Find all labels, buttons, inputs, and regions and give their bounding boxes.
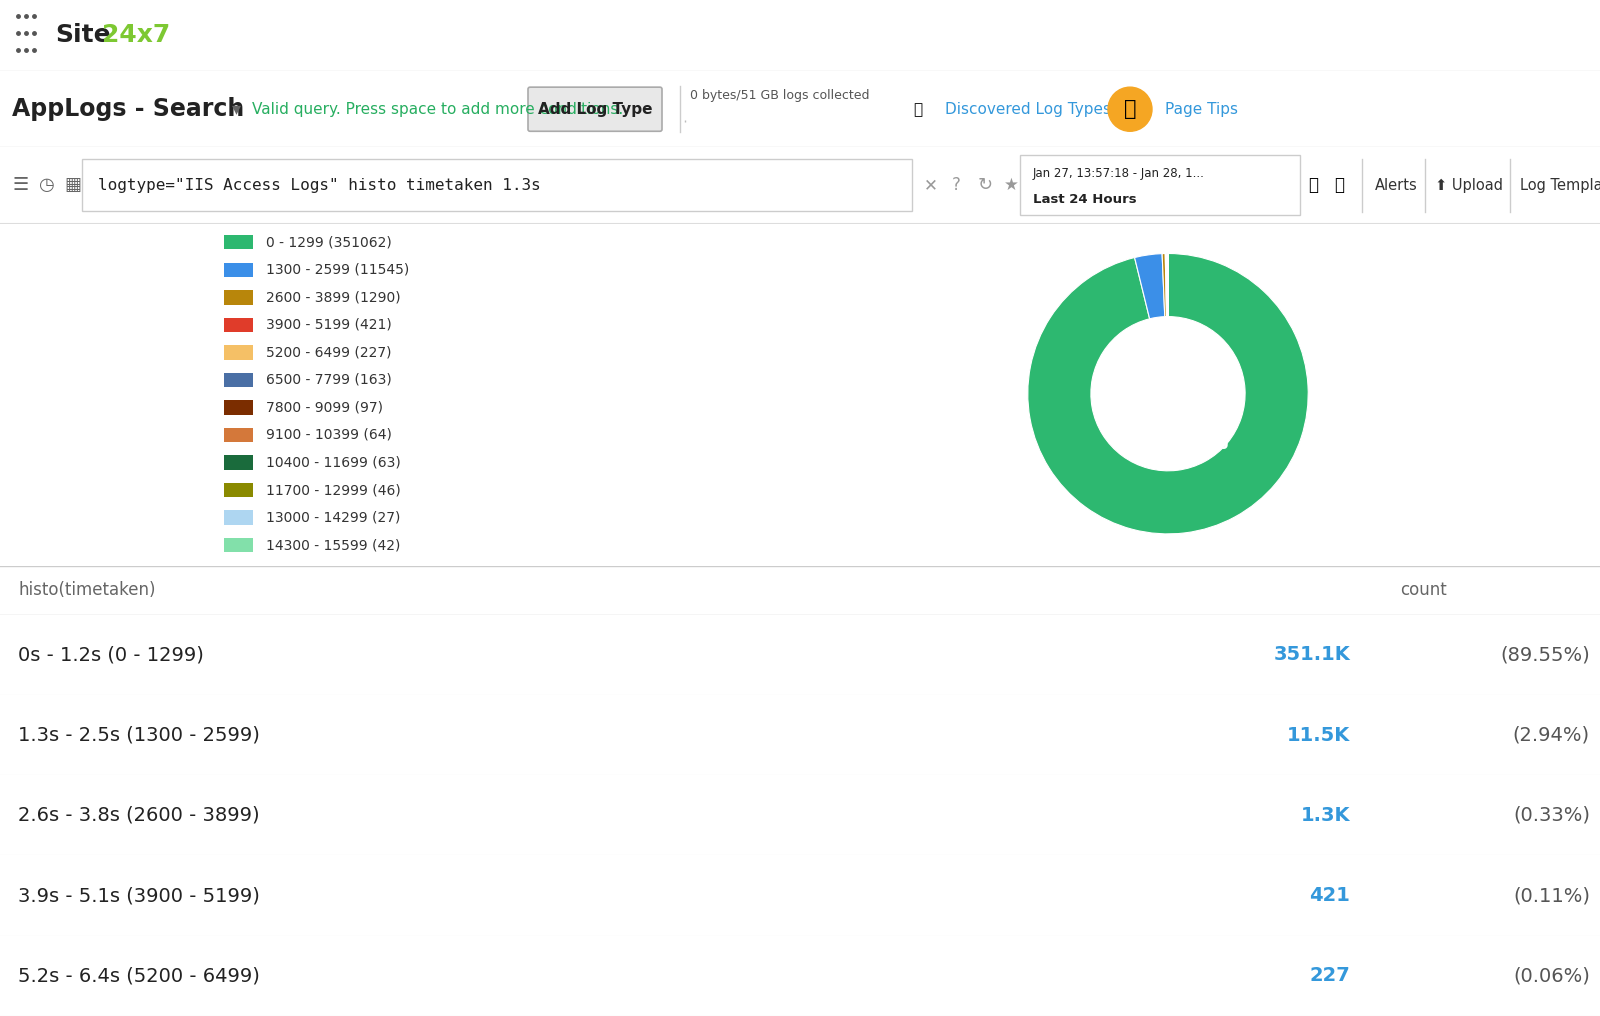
- Text: 7800 - 9099 (97): 7800 - 9099 (97): [266, 400, 382, 415]
- Text: ▾: ▾: [232, 101, 242, 118]
- Text: 🔍: 🔍: [1334, 177, 1344, 194]
- Bar: [224, 483, 253, 497]
- Text: 11700 - 12999 (46): 11700 - 12999 (46): [266, 483, 400, 497]
- Text: 0 bytes/51 GB logs collected: 0 bytes/51 GB logs collected: [690, 88, 869, 102]
- Text: Valid query. Press space to add more conditions.: Valid query. Press space to add more con…: [253, 102, 624, 117]
- Text: ◷: ◷: [38, 177, 54, 194]
- Text: (0.06%): (0.06%): [1514, 966, 1590, 986]
- Text: logtype="IIS Access Logs" histo timetaken 1.3s: logtype="IIS Access Logs" histo timetake…: [98, 178, 541, 193]
- Text: ⬆ Upload: ⬆ Upload: [1435, 178, 1502, 193]
- Bar: [224, 291, 253, 305]
- Text: 📅: 📅: [1309, 177, 1318, 194]
- Text: (2.94%): (2.94%): [1514, 725, 1590, 745]
- Bar: [224, 345, 253, 360]
- Text: (0.33%): (0.33%): [1514, 806, 1590, 825]
- Bar: [224, 428, 253, 442]
- Text: Last 24 Hours: Last 24 Hours: [1034, 193, 1136, 206]
- Circle shape: [1107, 87, 1152, 131]
- Text: 2600 - 3899 (1290): 2600 - 3899 (1290): [266, 291, 400, 305]
- Text: ?: ?: [952, 177, 962, 194]
- Bar: [1021, 155, 1299, 215]
- Text: 3900 - 5199 (421): 3900 - 5199 (421): [266, 318, 392, 332]
- Bar: [82, 160, 912, 211]
- Text: Site: Site: [54, 23, 110, 47]
- Wedge shape: [1165, 254, 1166, 317]
- Text: 351.1K: 351.1K: [1274, 645, 1350, 664]
- Text: AppLogs - Search: AppLogs - Search: [13, 98, 245, 121]
- Text: Add Log Type: Add Log Type: [538, 102, 653, 117]
- Text: 13000 - 14299 (27): 13000 - 14299 (27): [266, 510, 400, 524]
- Text: 6500 - 7799 (163): 6500 - 7799 (163): [266, 373, 392, 387]
- Text: 🔔: 🔔: [1123, 100, 1136, 119]
- Text: ★: ★: [1005, 177, 1019, 194]
- Text: Page Tips: Page Tips: [1165, 102, 1238, 117]
- Text: 227: 227: [1309, 966, 1350, 986]
- Text: (89.55%): (89.55%): [1501, 645, 1590, 664]
- Text: 1.3s - 2.5s (1300 - 2599): 1.3s - 2.5s (1300 - 2599): [18, 725, 259, 745]
- Text: 11.5K: 11.5K: [1286, 725, 1350, 745]
- Bar: [224, 455, 253, 469]
- Text: 0 - 1299 (351062): 0 - 1299 (351062): [266, 236, 392, 249]
- Text: Jan 27, 13:57:18 - Jan 28, 1...: Jan 27, 13:57:18 - Jan 28, 1...: [1034, 167, 1205, 180]
- Bar: [224, 373, 253, 387]
- Bar: [224, 236, 253, 250]
- Text: 24x7: 24x7: [102, 23, 170, 47]
- Text: 👁: 👁: [914, 102, 923, 117]
- Wedge shape: [1134, 254, 1165, 319]
- Text: ↻: ↻: [978, 177, 994, 194]
- Text: 5200 - 6499 (227): 5200 - 6499 (227): [266, 345, 390, 360]
- Wedge shape: [1162, 254, 1166, 317]
- Text: 14300 - 15599 (42): 14300 - 15599 (42): [266, 538, 400, 552]
- Bar: [224, 263, 253, 277]
- Text: 421: 421: [1309, 886, 1350, 905]
- Text: (0.11%): (0.11%): [1514, 886, 1590, 905]
- Text: Alerts: Alerts: [1374, 178, 1418, 193]
- Text: ▦: ▦: [64, 177, 82, 194]
- Bar: [224, 537, 253, 552]
- Text: 10400 - 11699 (63): 10400 - 11699 (63): [266, 455, 400, 469]
- Text: histo(timetaken): histo(timetaken): [18, 581, 155, 599]
- Text: 5.2s - 6.4s (5200 - 6499): 5.2s - 6.4s (5200 - 6499): [18, 966, 259, 986]
- FancyBboxPatch shape: [528, 87, 662, 131]
- Text: ☰: ☰: [13, 177, 29, 194]
- Text: 0s - 1.2s (0 - 1299): 0s - 1.2s (0 - 1299): [18, 645, 203, 664]
- Text: Discovered Log Types: Discovered Log Types: [946, 102, 1110, 117]
- Text: Log Templates: Log Templates: [1520, 178, 1600, 193]
- Text: count: count: [1400, 581, 1446, 599]
- Bar: [224, 510, 253, 524]
- Wedge shape: [1027, 254, 1309, 533]
- Text: 2.6s - 3.8s (2600 - 3899): 2.6s - 3.8s (2600 - 3899): [18, 806, 259, 825]
- Text: ✕: ✕: [925, 177, 938, 194]
- Text: 1300 - 2599 (11545): 1300 - 2599 (11545): [266, 263, 410, 277]
- Text: 9100 - 10399 (64): 9100 - 10399 (64): [266, 428, 392, 442]
- Bar: [224, 318, 253, 332]
- Text: 89.6%: 89.6%: [1157, 433, 1229, 453]
- Bar: [224, 400, 253, 415]
- Text: 3.9s - 5.1s (3900 - 5199): 3.9s - 5.1s (3900 - 5199): [18, 886, 259, 905]
- Text: 1.3K: 1.3K: [1301, 806, 1350, 825]
